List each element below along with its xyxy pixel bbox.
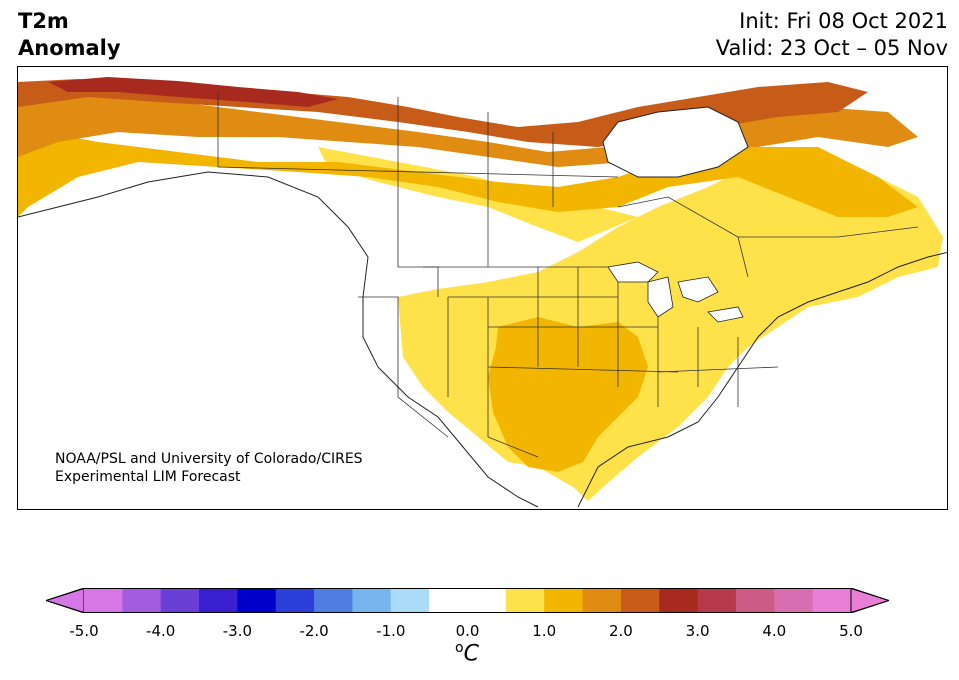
colorbar-bin (812, 588, 852, 613)
colorbar-bin (620, 588, 660, 613)
credit-line-2: Experimental LIM Forecast (55, 469, 241, 485)
colorbar-tick-label: -5.0 (69, 622, 99, 640)
anomaly-map (17, 66, 948, 510)
colorbar-bin (735, 588, 775, 613)
political-borders (217, 92, 919, 458)
great-lakes (607, 261, 744, 323)
colorbar-tick-label: 1.0 (532, 622, 557, 640)
anomaly-1-1p5-south (488, 317, 648, 472)
colorbar-bin (582, 588, 622, 613)
colorbar-tick-label: -4.0 (146, 622, 176, 640)
colorbar-tick-label: 5.0 (839, 622, 863, 640)
colorbar-min-extension (46, 588, 85, 613)
colorbar-bin (275, 588, 315, 613)
hudson-bay-blank (603, 107, 748, 177)
colorbar-bin (199, 588, 238, 613)
init-date: Init: Fri 08 Oct 2021 (739, 9, 948, 33)
map-title: T2m Anomaly (18, 8, 121, 62)
map-canvas (18, 77, 947, 508)
colorbar-bin (544, 588, 584, 613)
colorbar-bin (314, 588, 353, 613)
colorbar-bin (84, 588, 123, 613)
colorbar-outline (46, 588, 889, 613)
colorbar-bin (505, 588, 545, 613)
colorbar-bin (467, 588, 507, 613)
colorbar-bin (237, 588, 277, 613)
colorbar-bin (697, 588, 737, 613)
colorbar-max-extension (850, 588, 889, 613)
colorbar-bin (659, 588, 699, 613)
colorbar-tick-label: 4.0 (762, 622, 787, 640)
date-info: Init: Fri 08 Oct 2021 Valid: 23 Oct – 05… (716, 8, 948, 62)
credit-text: NOAA/PSL and University of Colorado/CIRE… (55, 450, 363, 486)
colorbar-bin (122, 588, 162, 613)
unit-letter: C (463, 641, 479, 667)
anomaly-label: Anomaly (18, 36, 121, 60)
coastlines (18, 106, 947, 508)
colorbar-bin (352, 588, 392, 613)
colorbar-bin (774, 588, 814, 613)
variable-label: T2m (18, 9, 69, 33)
colorbar (46, 588, 889, 613)
colorbar-bin (160, 588, 200, 613)
colorbar-tick-label: 3.0 (685, 622, 710, 640)
colorbar-bin (390, 588, 430, 613)
anomaly-1-1p5-north (18, 127, 918, 217)
colorbar-tick-label: 2.0 (608, 622, 633, 640)
credit-line-1: NOAA/PSL and University of Colorado/CIRE… (55, 451, 363, 467)
colorbar-tick-label: -3.0 (222, 622, 253, 640)
colorbar-bin (429, 588, 468, 613)
colorbar-tick-label: -1.0 (376, 622, 406, 640)
anomaly-2p5-3-region (48, 77, 338, 107)
degree-symbol: o (455, 640, 464, 656)
colorbar-tick-label: 0.0 (455, 622, 480, 640)
colorbar-unit: oC (455, 640, 479, 666)
colorbar-tick-label: -2.0 (299, 622, 329, 640)
valid-range: Valid: 23 Oct – 05 Nov (715, 36, 948, 60)
anomaly-shading (18, 77, 943, 501)
